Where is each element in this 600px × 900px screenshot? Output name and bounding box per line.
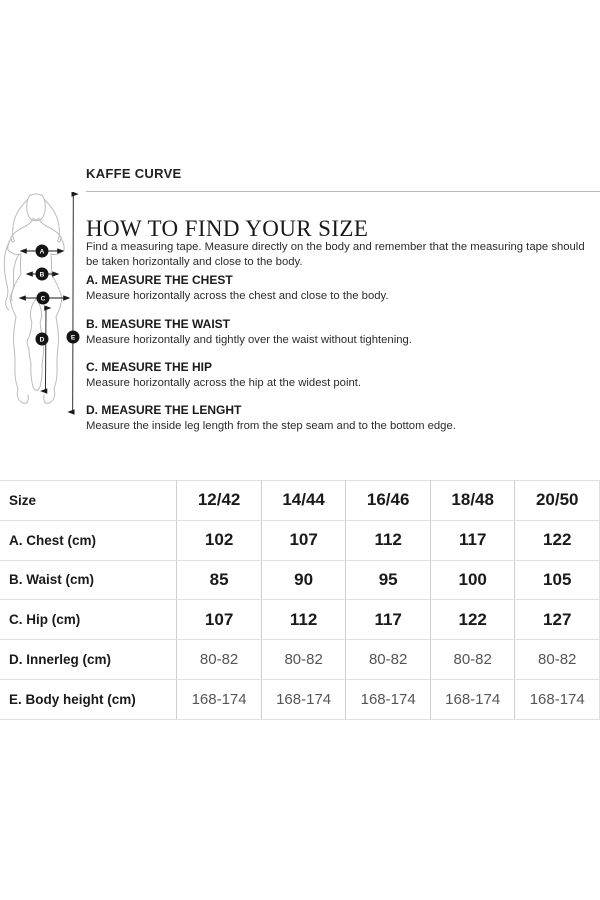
svg-text:D: D	[40, 336, 45, 343]
svg-text:A: A	[40, 248, 45, 255]
svg-text:B: B	[40, 271, 45, 278]
svg-text:C: C	[41, 295, 46, 302]
svg-text:E: E	[71, 334, 76, 341]
